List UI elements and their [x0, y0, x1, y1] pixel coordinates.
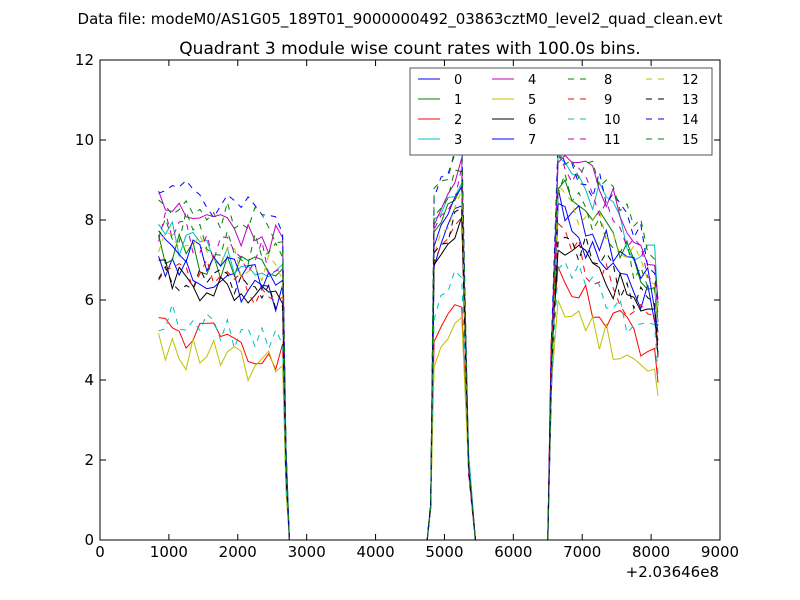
x-tick-label: 6000 — [494, 543, 532, 561]
chart-title: Quadrant 3 module wise count rates with … — [179, 39, 640, 59]
y-tick-label: 4 — [84, 371, 94, 389]
legend-label: 14 — [682, 113, 699, 128]
series-line-9 — [158, 216, 659, 541]
x-offset-label: +2.03646e8 — [626, 563, 719, 581]
x-tick-label: 5000 — [425, 543, 463, 561]
x-tick-label: 4000 — [356, 543, 394, 561]
legend-label: 0 — [454, 73, 462, 88]
y-tick-label: 6 — [84, 291, 94, 309]
legend-label: 4 — [528, 73, 536, 88]
x-tick-label: 2000 — [219, 543, 257, 561]
legend-label: 11 — [604, 133, 621, 148]
series-line-0 — [158, 202, 659, 541]
series-line-6 — [158, 216, 659, 541]
y-tick-label: 10 — [75, 131, 94, 149]
legend-label: 9 — [604, 93, 612, 108]
legend-label: 12 — [682, 73, 699, 88]
y-tick-label: 12 — [75, 51, 94, 69]
legend-label: 3 — [454, 133, 462, 148]
series-line-3 — [158, 155, 659, 541]
series-line-2 — [158, 265, 659, 541]
series-line-14 — [158, 135, 659, 541]
series-line-8 — [158, 169, 659, 541]
legend-label: 5 — [528, 93, 536, 108]
x-tick-label: 7000 — [563, 543, 601, 561]
series-line-15 — [158, 142, 659, 541]
legend-box — [409, 67, 713, 156]
legend-label: 2 — [454, 113, 462, 128]
series-line-7 — [158, 185, 659, 541]
legend-label: 1 — [454, 93, 462, 108]
legend-label: 8 — [604, 73, 612, 88]
series-line-1 — [158, 179, 659, 541]
series-line-12 — [158, 183, 659, 541]
y-tick-label: 8 — [84, 211, 94, 229]
legend-label: 7 — [528, 133, 536, 148]
x-tick-label: 9000 — [701, 543, 739, 561]
legend-label: 13 — [682, 93, 699, 108]
series-line-13 — [158, 206, 659, 541]
legend-label: 10 — [604, 113, 621, 128]
ticks-layer: 0 1000 2000 3000 4000 5000 6000 7000 8000 9000 0 2 4… — [75, 51, 739, 561]
series-layer — [158, 135, 659, 541]
y-tick-label: 2 — [84, 451, 94, 469]
legend-label: 6 — [528, 113, 536, 128]
x-tick-label: 3000 — [288, 543, 326, 561]
x-tick-label: 1000 — [150, 543, 188, 561]
suptitle: Data file: modeM0/AS1G05_189T01_90000004… — [78, 10, 723, 29]
series-line-11 — [158, 146, 659, 541]
x-tick-label: 0 — [95, 543, 105, 561]
y-tick-label: 0 — [84, 531, 94, 549]
legend-label: 15 — [682, 133, 699, 148]
series-line-10 — [158, 261, 659, 541]
series-line-5 — [158, 300, 659, 541]
x-tick-label: 8000 — [632, 543, 670, 561]
